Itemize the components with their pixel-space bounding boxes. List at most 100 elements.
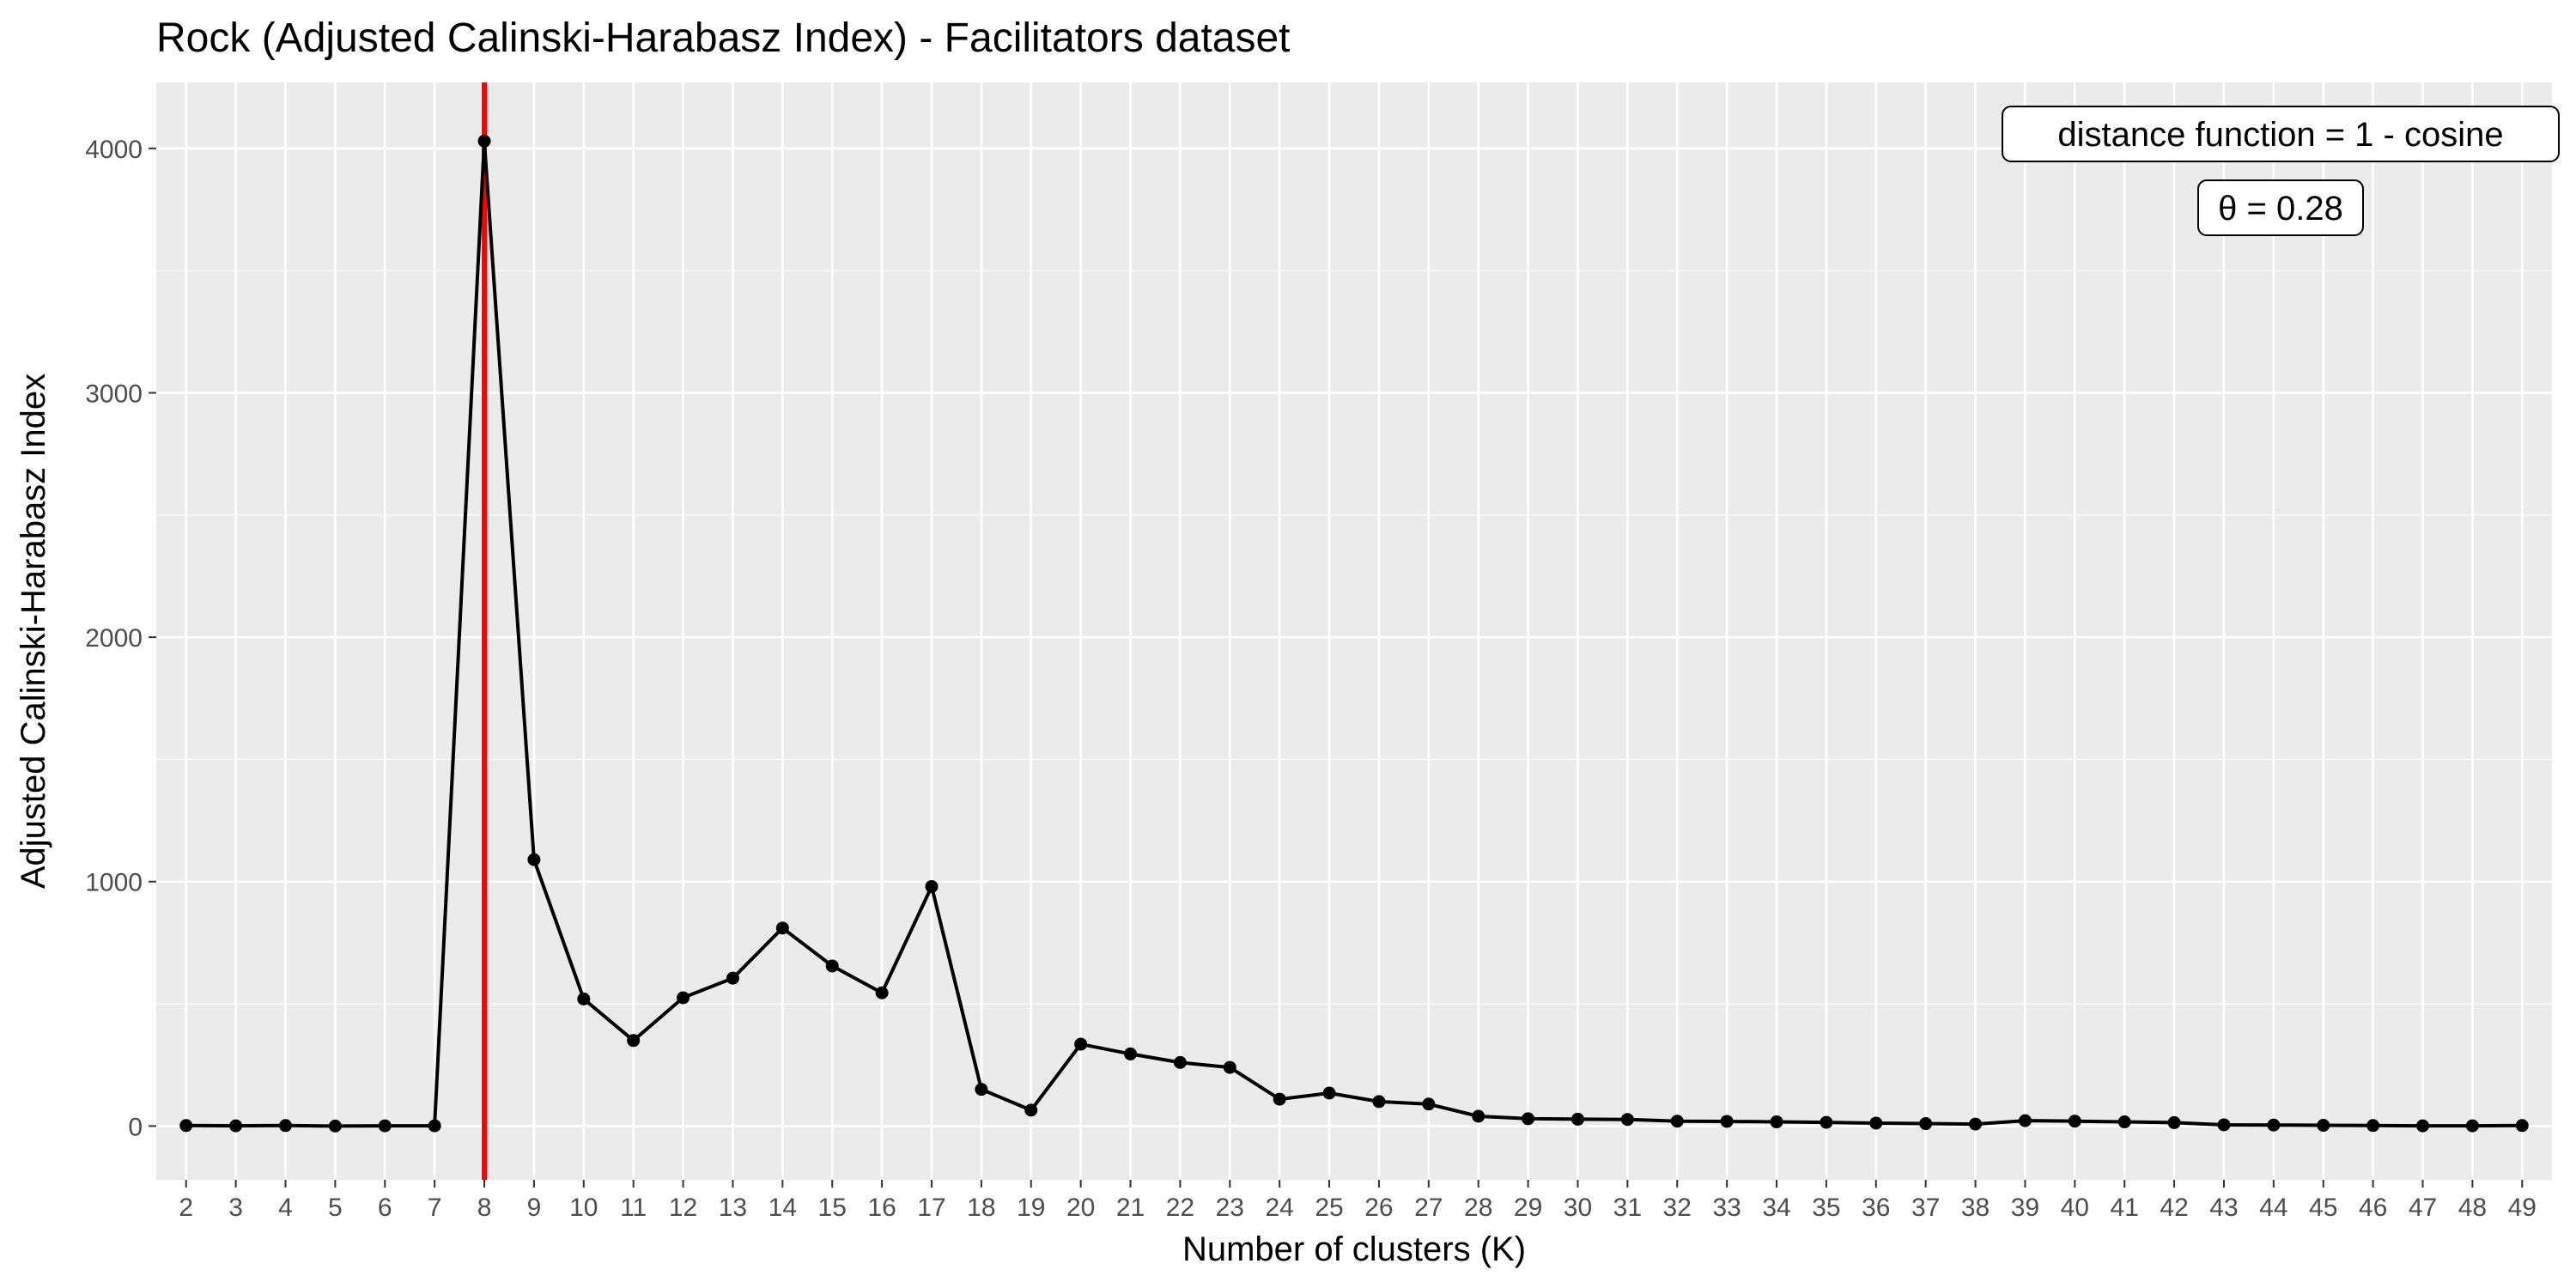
x-tick-label: 46 bbox=[2359, 1194, 2387, 1222]
data-point bbox=[378, 1119, 392, 1133]
x-tick-label: 21 bbox=[1116, 1194, 1145, 1222]
x-tick-label: 36 bbox=[1862, 1194, 1890, 1222]
x-tick-label: 43 bbox=[2209, 1194, 2238, 1222]
data-point bbox=[229, 1119, 243, 1133]
distance-function-label: distance function = 1 - cosine bbox=[2057, 116, 2503, 154]
data-point bbox=[1820, 1115, 1833, 1129]
x-tick-label: 10 bbox=[569, 1194, 598, 1222]
x-tick-label: 34 bbox=[1762, 1194, 1790, 1222]
x-tick-label: 2 bbox=[179, 1194, 193, 1222]
x-tick-label: 41 bbox=[2111, 1194, 2139, 1222]
data-point bbox=[1620, 1113, 1634, 1127]
data-point bbox=[1670, 1115, 1684, 1128]
x-tick-label: 6 bbox=[378, 1194, 392, 1222]
data-point bbox=[1173, 1055, 1187, 1069]
data-point bbox=[1522, 1112, 1535, 1126]
data-point bbox=[2465, 1119, 2479, 1133]
x-tick-label: 17 bbox=[917, 1194, 945, 1222]
data-point bbox=[1720, 1115, 1734, 1128]
data-point bbox=[179, 1119, 193, 1133]
x-tick-label: 32 bbox=[1663, 1194, 1692, 1222]
x-tick-label: 12 bbox=[669, 1194, 697, 1222]
data-point bbox=[677, 991, 690, 1005]
x-tick-label: 42 bbox=[2160, 1194, 2188, 1222]
data-points bbox=[179, 134, 2529, 1133]
x-tick-label: 31 bbox=[1613, 1194, 1642, 1222]
x-tick-label: 18 bbox=[967, 1194, 995, 1222]
x-tick-label: 11 bbox=[620, 1194, 647, 1222]
x-tick-label: 44 bbox=[2259, 1194, 2287, 1222]
data-point bbox=[2317, 1119, 2330, 1133]
data-point bbox=[1024, 1103, 1038, 1117]
x-tick-label: 25 bbox=[1315, 1194, 1343, 1222]
data-point bbox=[875, 986, 889, 999]
data-point bbox=[2416, 1119, 2430, 1133]
data-point bbox=[2366, 1119, 2380, 1133]
x-tick-label: 3 bbox=[228, 1194, 243, 1222]
x-tick-label: 9 bbox=[527, 1194, 542, 1222]
x-tick-label: 19 bbox=[1017, 1194, 1045, 1222]
data-point bbox=[278, 1119, 292, 1133]
plot-panel bbox=[156, 82, 2552, 1180]
theta-label: θ = 0.28 bbox=[2218, 190, 2343, 228]
x-tick-label: 38 bbox=[1961, 1194, 1990, 1222]
x-tick-label: 45 bbox=[2309, 1194, 2337, 1222]
x-tick-label: 26 bbox=[1364, 1194, 1393, 1222]
x-tick-label: 49 bbox=[2508, 1194, 2537, 1222]
data-point bbox=[1919, 1117, 1933, 1131]
x-tick-label: 27 bbox=[1414, 1194, 1443, 1222]
x-axis-title: Number of clusters (K) bbox=[1182, 1230, 1526, 1268]
data-point bbox=[1074, 1037, 1088, 1051]
data-point bbox=[1472, 1109, 1485, 1123]
data-point bbox=[2267, 1118, 2281, 1132]
x-tick-label: 29 bbox=[1514, 1194, 1542, 1222]
x-tick-label: 13 bbox=[719, 1194, 747, 1222]
y-tick-label: 3000 bbox=[85, 380, 143, 408]
y-tick-label: 4000 bbox=[85, 136, 143, 164]
data-point bbox=[1770, 1115, 1783, 1129]
y-tick-label: 1000 bbox=[85, 869, 143, 897]
x-tick-label: 37 bbox=[1911, 1194, 1940, 1222]
data-point bbox=[975, 1083, 988, 1097]
theta-label-box bbox=[2197, 179, 2364, 236]
x-tick-label: 8 bbox=[477, 1194, 492, 1222]
x-axis-ticks: 2 3 4 5 6 7 8 9 10 11 12 13 14 15 16 17 18 19 20 21 22 23 24 25… bbox=[179, 1180, 2537, 1222]
data-point bbox=[2515, 1119, 2529, 1133]
y-axis-title: Adjusted Calinski-Harabasz Index bbox=[15, 374, 52, 889]
data-point bbox=[1969, 1117, 1983, 1131]
x-tick-label: 14 bbox=[769, 1194, 797, 1222]
data-point bbox=[825, 959, 839, 973]
data-point bbox=[627, 1034, 641, 1048]
x-tick-label: 24 bbox=[1265, 1194, 1293, 1222]
x-tick-label: 28 bbox=[1464, 1194, 1492, 1222]
data-point bbox=[328, 1119, 342, 1133]
data-point bbox=[428, 1119, 441, 1133]
data-point bbox=[2018, 1114, 2032, 1127]
x-tick-label: 15 bbox=[818, 1194, 847, 1222]
chart-title: Rock (Adjusted Calinski-Harabasz Index) … bbox=[156, 15, 1291, 61]
x-tick-label: 20 bbox=[1066, 1194, 1095, 1222]
x-tick-label: 22 bbox=[1166, 1194, 1194, 1222]
x-tick-label: 48 bbox=[2458, 1194, 2487, 1222]
data-point bbox=[1372, 1095, 1386, 1109]
data-point bbox=[577, 992, 591, 1005]
x-tick-label: 23 bbox=[1216, 1194, 1244, 1222]
x-tick-label: 7 bbox=[428, 1194, 442, 1222]
minor-grid bbox=[156, 270, 2552, 1005]
data-point bbox=[1422, 1097, 1436, 1111]
data-point bbox=[1322, 1086, 1336, 1100]
annotations: distance function = 1 - cosine θ = 0.28 bbox=[2002, 106, 2560, 236]
data-point bbox=[1273, 1092, 1286, 1106]
data-point bbox=[2068, 1115, 2081, 1128]
distance-function-label-box bbox=[2002, 106, 2560, 162]
x-tick-label: 40 bbox=[2061, 1194, 2089, 1222]
data-point bbox=[775, 921, 789, 935]
data-point bbox=[527, 853, 541, 866]
data-point bbox=[925, 879, 939, 893]
x-tick-label: 47 bbox=[2409, 1194, 2437, 1222]
data-point bbox=[1869, 1116, 1883, 1130]
data-point bbox=[1124, 1047, 1138, 1060]
data-point bbox=[477, 134, 491, 148]
x-tick-label: 30 bbox=[1564, 1194, 1592, 1222]
